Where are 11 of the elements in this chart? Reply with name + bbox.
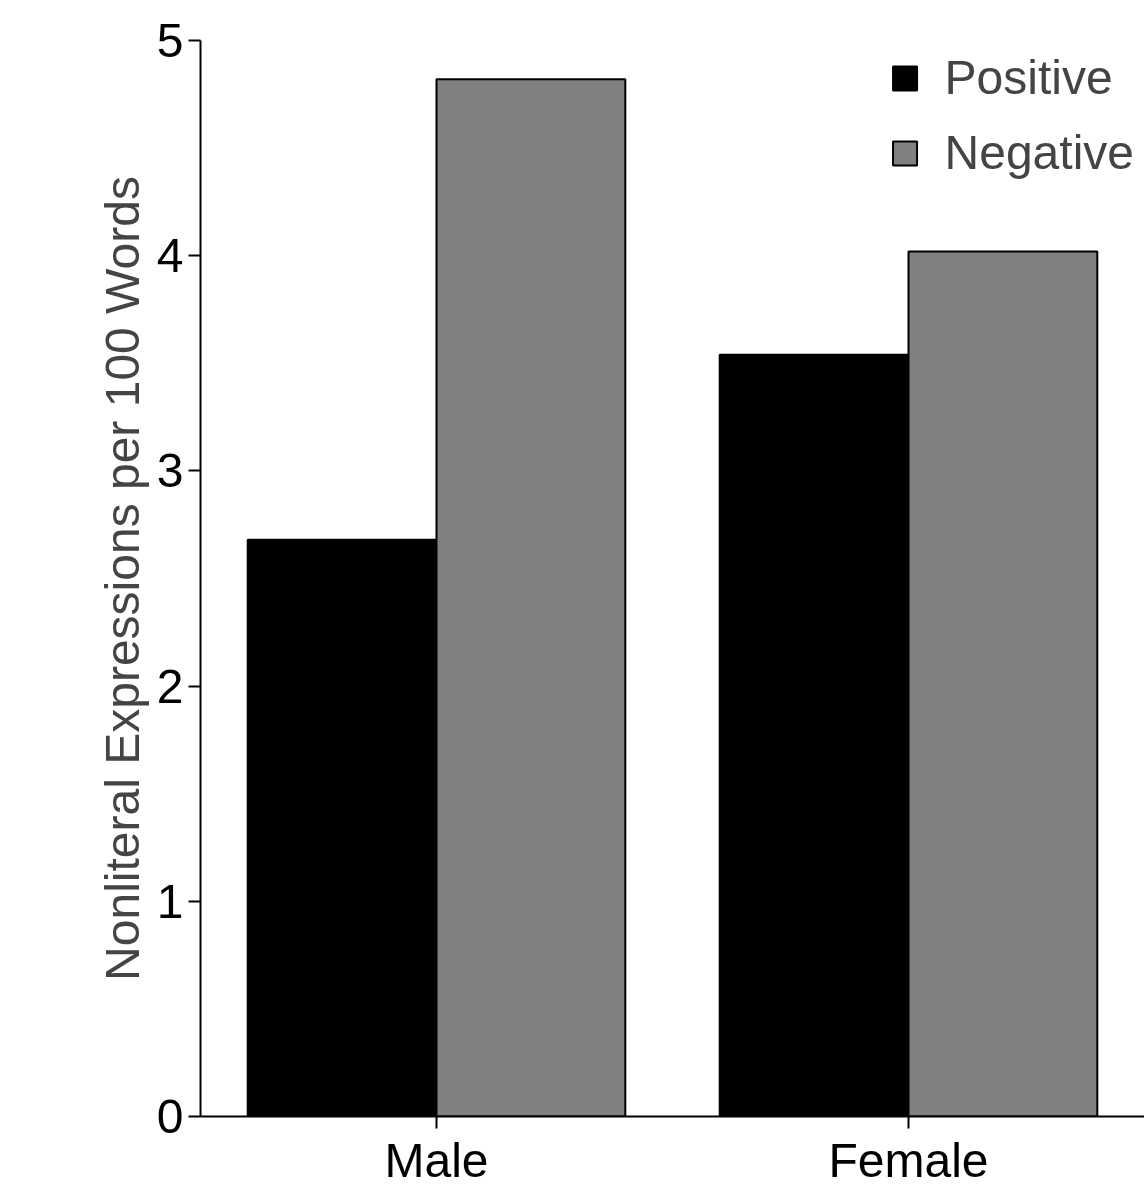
y-tick-label: 5 [156, 14, 184, 67]
legend-label: Negative [944, 125, 1134, 180]
y-tick-label: 1 [156, 874, 184, 928]
y-axis-title: Nonliteral Expressions per 100 Words [95, 176, 149, 981]
y-tick-label: 3 [156, 444, 184, 498]
y-tick-label: 4 [156, 229, 184, 283]
y-tick-label: 2 [156, 659, 184, 713]
x-tick-label: Female [828, 1133, 989, 1187]
y-tick-label: 0 [156, 1090, 184, 1143]
x-tick-label: Male [384, 1133, 489, 1187]
legend-label: Positive [944, 50, 1113, 105]
